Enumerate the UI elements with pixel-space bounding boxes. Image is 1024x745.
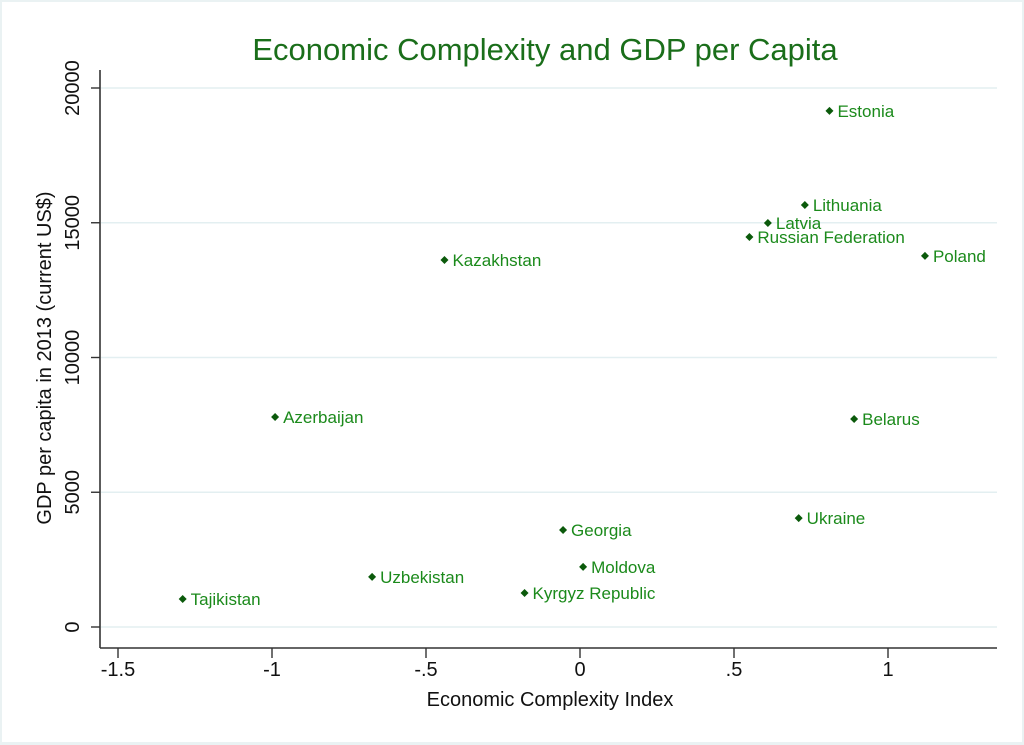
- point-label: Kazakhstan: [452, 251, 541, 270]
- y-tick-label: 10000: [62, 330, 84, 386]
- y-tick-label: 0: [62, 621, 84, 632]
- data-point: Russian Federation: [745, 228, 905, 247]
- point-marker: [520, 589, 529, 598]
- data-point: Uzbekistan: [368, 568, 464, 587]
- x-tick-label: -.5: [414, 659, 437, 681]
- point-marker: [763, 219, 772, 228]
- point-marker: [178, 594, 187, 603]
- point-label: Azerbaijan: [283, 408, 363, 427]
- point-label: Poland: [933, 247, 986, 266]
- y-tick-label: 5000: [62, 470, 84, 515]
- data-point: Estonia: [825, 102, 895, 121]
- data-point: Belarus: [850, 410, 920, 429]
- x-tick-label: -1.5: [101, 659, 135, 681]
- point-marker: [559, 525, 568, 534]
- gridlines: [101, 87, 997, 628]
- y-tick-label: 15000: [62, 195, 84, 251]
- point-marker: [794, 514, 803, 523]
- point-marker: [825, 106, 834, 115]
- data-point: Tajikistan: [178, 590, 261, 609]
- point-marker: [368, 572, 377, 581]
- point-marker: [920, 251, 929, 260]
- y-tick-label: 20000: [62, 60, 84, 116]
- data-point: Georgia: [559, 521, 632, 540]
- data-point: Kyrgyz Republic: [520, 584, 656, 603]
- point-label: Estonia: [837, 102, 894, 121]
- point-marker: [579, 562, 588, 571]
- y-axis-label: GDP per capita in 2013 (current US$): [34, 191, 56, 524]
- point-marker: [850, 414, 859, 423]
- point-label: Tajikistan: [191, 590, 261, 609]
- point-label: Latvia: [776, 214, 822, 233]
- point-label: Uzbekistan: [380, 568, 464, 587]
- point-label: Belarus: [862, 410, 920, 429]
- data-point: Azerbaijan: [271, 408, 363, 427]
- axes: 0 5000 10000 15000 20000 -1.5 -1 -.5 0 .5 1: [62, 60, 997, 681]
- point-marker: [271, 413, 280, 422]
- point-label: Moldova: [591, 558, 656, 577]
- data-point: Lithuania: [800, 196, 883, 215]
- x-tick-label: .5: [726, 659, 743, 681]
- x-axis-label: Economic Complexity Index: [427, 689, 674, 711]
- data-point: Moldova: [579, 558, 656, 577]
- point-label: Ukraine: [807, 509, 866, 528]
- data-point: Latvia: [763, 214, 822, 233]
- x-tick-label: 0: [574, 659, 585, 681]
- x-tick-label: 1: [882, 659, 893, 681]
- point-label: Lithuania: [813, 196, 883, 215]
- data-point: Poland: [920, 247, 986, 266]
- point-marker: [745, 233, 754, 242]
- point-marker: [440, 255, 449, 264]
- point-label: Russian Federation: [757, 228, 904, 247]
- data-point: Ukraine: [794, 509, 866, 528]
- point-marker: [800, 200, 809, 209]
- chart-title: Economic Complexity and GDP per Capita: [252, 32, 838, 67]
- data-point: Kazakhstan: [440, 251, 541, 270]
- point-label: Kyrgyz Republic: [533, 584, 656, 603]
- x-tick-label: -1: [263, 659, 281, 681]
- point-label: Georgia: [571, 521, 632, 540]
